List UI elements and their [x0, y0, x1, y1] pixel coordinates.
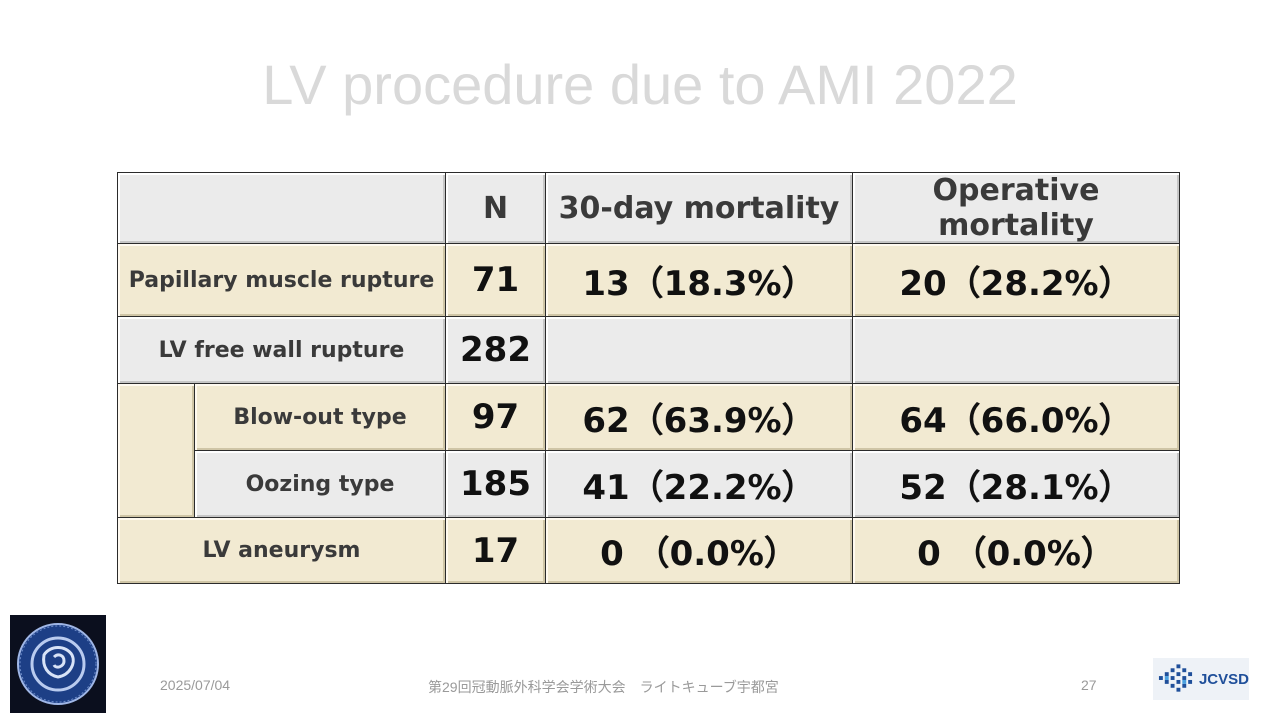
n-cell: 17 — [445, 517, 546, 584]
day30-cell: 0 （0.0%） — [545, 517, 853, 584]
n-cell: 185 — [445, 450, 546, 518]
n-value: 71 — [471, 260, 520, 300]
table-row: Blow-out type 97 62（63.9%） 64（66.0%） — [117, 383, 1180, 518]
row-label: LV free wall rupture — [158, 337, 405, 363]
footer-page-number: 27 — [1081, 677, 1097, 693]
table-row: Oozing type 185 41（22.2%） 52（28.1%） — [118, 450, 1180, 518]
row-label: LV aneurysm — [202, 538, 361, 563]
header-operative-cell: Operative mortality — [852, 172, 1180, 244]
n-cell: 282 — [445, 316, 546, 384]
day30-value: 62（63.9%） — [582, 400, 816, 441]
n-cell: 97 — [445, 383, 546, 451]
header-30day-mortality: 30-day mortality — [558, 190, 840, 226]
row-label-cell: Papillary muscle rupture — [117, 243, 446, 317]
n-cell: 71 — [445, 243, 546, 317]
footer-date: 2025/07/04 — [160, 677, 231, 693]
operative-cell — [852, 316, 1180, 384]
row-label: Papillary muscle rupture — [128, 267, 435, 293]
jcvsd-wordmark: JCVSD — [1198, 670, 1249, 688]
association-seal-logo — [10, 615, 106, 713]
n-value: 97 — [471, 397, 520, 437]
day30-value: 0 （0.0%） — [600, 534, 798, 574]
header-operative-mortality: Operative mortality — [932, 173, 1100, 243]
day30-value: 13（18.3%） — [582, 263, 816, 304]
header-n: N — [482, 190, 509, 226]
slide-title: LV procedure due to AMI 2022 — [262, 53, 1018, 116]
table-row: Papillary muscle rupture 71 13（18.3%） 20… — [117, 243, 1180, 317]
operative-value: 64（66.0%） — [899, 400, 1133, 441]
seal-emblem-icon — [17, 623, 99, 705]
jcvsd-logo: JCVSD — [1153, 658, 1249, 700]
operative-value: 20（28.2%） — [899, 263, 1133, 304]
jcvsd-mark-icon — [1158, 664, 1193, 692]
n-value: 282 — [460, 330, 531, 370]
footer-conference: 第29回冠動脈外科学会学術大会 ライトキューブ宇都宮 — [428, 679, 779, 695]
operative-value: 0 （0.0%） — [917, 534, 1115, 574]
day30-cell — [545, 316, 853, 384]
n-value: 17 — [471, 530, 520, 571]
table-header-row: N 30-day mortality Operative mortality — [117, 172, 1180, 244]
mortality-table: N 30-day mortality Operative mortality P… — [117, 172, 1180, 584]
operative-value: 52（28.1%） — [899, 467, 1133, 508]
row-label: Oozing type — [245, 471, 395, 497]
header-n-cell: N — [445, 172, 546, 244]
subgroup-indent-cell — [117, 383, 195, 518]
n-value: 185 — [460, 464, 531, 504]
operative-cell: 0 （0.0%） — [852, 517, 1180, 584]
row-label-cell: Blow-out type — [194, 383, 446, 451]
row-label-cell: LV free wall rupture — [117, 316, 446, 384]
row-label: Blow-out type — [233, 404, 407, 430]
operative-cell: 64（66.0%） — [852, 383, 1180, 451]
table-row: LV free wall rupture 282 — [117, 316, 1180, 384]
day30-cell: 13（18.3%） — [545, 243, 853, 317]
row-label-cell: LV aneurysm — [117, 517, 446, 584]
day30-cell: 41（22.2%） — [545, 450, 853, 518]
row-label-cell: Oozing type — [194, 450, 446, 518]
header-30day-cell: 30-day mortality — [545, 172, 853, 244]
operative-cell: 20（28.2%） — [852, 243, 1180, 317]
operative-cell: 52（28.1%） — [852, 450, 1180, 518]
day30-cell: 62（63.9%） — [545, 383, 853, 451]
header-empty-cell — [117, 172, 446, 244]
day30-value: 41（22.2%） — [582, 467, 816, 508]
table-row: LV aneurysm 17 0 （0.0%） 0 （0.0%） — [117, 517, 1180, 584]
